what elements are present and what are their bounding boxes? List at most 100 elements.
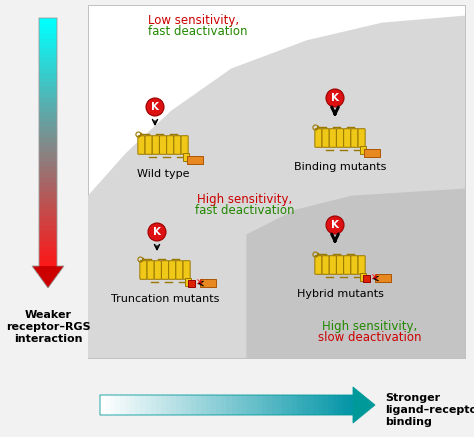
Bar (39, 112, 57, 118)
Bar (151, 395, 156, 415)
Circle shape (326, 216, 344, 234)
Bar (39, 236, 57, 242)
Bar (146, 395, 151, 415)
Bar (348, 395, 353, 415)
Bar (201, 278, 216, 287)
FancyBboxPatch shape (351, 256, 358, 274)
Bar (120, 395, 126, 415)
Text: K: K (151, 102, 159, 112)
Bar (39, 127, 57, 132)
FancyBboxPatch shape (315, 256, 322, 274)
Bar (39, 122, 57, 128)
Text: interaction: interaction (14, 334, 82, 344)
Bar (338, 395, 343, 415)
Bar (155, 395, 161, 415)
Bar (39, 256, 57, 261)
Bar (343, 395, 348, 415)
FancyBboxPatch shape (181, 136, 188, 154)
Bar (39, 251, 57, 257)
Bar (287, 395, 292, 415)
Bar (39, 167, 57, 172)
Bar (292, 395, 298, 415)
Bar (110, 395, 116, 415)
Bar (39, 212, 57, 217)
Bar (39, 43, 57, 48)
FancyBboxPatch shape (154, 261, 161, 279)
Bar (39, 87, 57, 93)
Bar (196, 395, 201, 415)
Bar (183, 153, 189, 160)
Text: Truncation mutants: Truncation mutants (111, 294, 219, 304)
FancyBboxPatch shape (358, 256, 365, 274)
Bar (39, 102, 57, 108)
FancyBboxPatch shape (329, 129, 337, 147)
Circle shape (148, 223, 166, 241)
Text: Weaker: Weaker (25, 310, 72, 320)
Bar (39, 162, 57, 167)
Bar (39, 73, 57, 78)
Bar (39, 246, 57, 251)
Bar (297, 395, 303, 415)
Text: binding: binding (385, 417, 432, 427)
Bar (136, 395, 141, 415)
FancyBboxPatch shape (337, 129, 344, 147)
Bar (39, 182, 57, 187)
Bar (185, 277, 191, 285)
Bar (302, 395, 308, 415)
Text: Hybrid mutants: Hybrid mutants (297, 289, 383, 299)
Bar (140, 395, 146, 415)
FancyBboxPatch shape (169, 261, 176, 279)
Bar (191, 395, 196, 415)
Bar (187, 156, 203, 163)
FancyBboxPatch shape (162, 261, 169, 279)
FancyBboxPatch shape (344, 256, 351, 274)
Bar (115, 395, 120, 415)
Bar (39, 77, 57, 83)
FancyBboxPatch shape (337, 256, 344, 274)
Bar (39, 197, 57, 202)
Bar (105, 395, 110, 415)
FancyBboxPatch shape (145, 136, 152, 154)
FancyBboxPatch shape (344, 129, 351, 147)
Bar (39, 142, 57, 147)
Bar (318, 395, 323, 415)
FancyBboxPatch shape (322, 256, 329, 274)
Bar (360, 273, 366, 281)
Bar (88, 5, 465, 358)
Bar (39, 18, 57, 23)
Bar (39, 216, 57, 222)
Polygon shape (88, 16, 465, 358)
Bar (39, 177, 57, 182)
Bar (39, 132, 57, 137)
Bar (39, 187, 57, 192)
Bar (39, 231, 57, 236)
Text: High sensitivity,: High sensitivity, (322, 320, 418, 333)
Bar (39, 226, 57, 232)
Bar (39, 201, 57, 207)
Bar (39, 92, 57, 97)
Bar (39, 97, 57, 103)
Bar (257, 395, 262, 415)
Bar (39, 117, 57, 122)
Text: Binding mutants: Binding mutants (294, 162, 386, 172)
Text: K: K (331, 93, 339, 103)
FancyBboxPatch shape (329, 256, 337, 274)
Text: receptor–RGS: receptor–RGS (6, 322, 91, 332)
Bar (267, 395, 273, 415)
Bar (237, 395, 242, 415)
Bar (216, 395, 222, 415)
Bar (39, 53, 57, 58)
Bar (39, 62, 57, 68)
Bar (247, 395, 252, 415)
Bar (171, 395, 176, 415)
Circle shape (146, 98, 164, 116)
Bar (39, 38, 57, 43)
FancyBboxPatch shape (167, 136, 174, 154)
Bar (39, 58, 57, 63)
FancyBboxPatch shape (147, 261, 154, 279)
Polygon shape (353, 387, 375, 423)
Text: slow deactivation: slow deactivation (318, 331, 422, 344)
Bar (277, 395, 283, 415)
Bar (39, 147, 57, 152)
Bar (39, 28, 57, 33)
